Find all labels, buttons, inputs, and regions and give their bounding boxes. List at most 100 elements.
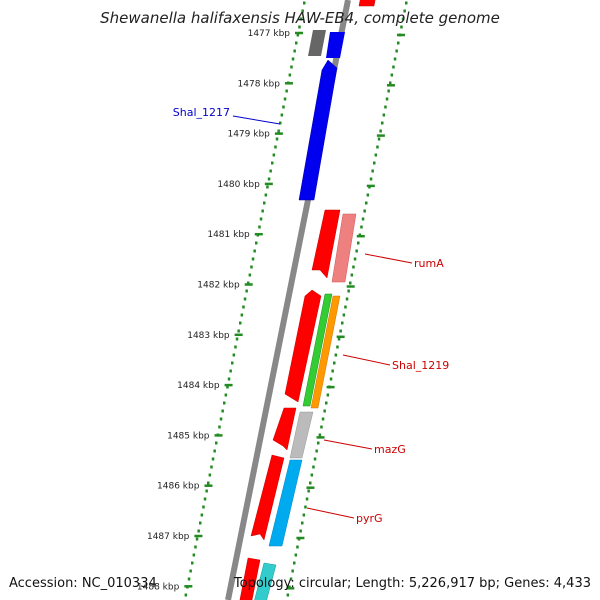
scale-dot	[299, 529, 302, 533]
scale-dot	[205, 489, 208, 493]
scale-dot	[379, 129, 382, 133]
tick-label: 1481 kbp	[207, 230, 250, 240]
scale-dot	[313, 457, 317, 461]
scale-dot	[274, 145, 277, 149]
scale-dot	[307, 489, 310, 493]
scale-dot	[211, 457, 215, 461]
map-layer: 1477 kbp 1478 kbp 1479 kbp 1480 kbp 1481 kbp…	[137, 0, 449, 600]
scale-dot	[248, 273, 252, 277]
label-leader-line	[342, 354, 391, 366]
scale-dot	[403, 9, 406, 13]
scale-dot	[366, 193, 370, 197]
scale-dot	[277, 129, 280, 133]
scale-dot	[353, 257, 357, 261]
scale-dot	[261, 209, 264, 213]
scale-dot	[245, 289, 248, 293]
scale-dot	[240, 313, 244, 317]
scale-dot	[337, 337, 341, 341]
gene-arrow-shal-1219	[310, 295, 341, 409]
scale-dot	[226, 385, 229, 389]
scale-dot	[272, 153, 276, 157]
scale-dot	[293, 561, 296, 565]
scale-dot	[223, 401, 226, 405]
scale-dot	[336, 345, 339, 349]
gene-arrow	[311, 209, 341, 279]
scale-dot	[317, 441, 320, 445]
scale-dot	[269, 169, 272, 173]
scale-dot	[202, 505, 205, 509]
scale-dot	[390, 73, 394, 77]
scale-dot	[219, 417, 223, 421]
scale-dot	[344, 305, 347, 309]
scale-dot	[384, 105, 387, 109]
tick-label: 1480 kbp	[217, 180, 260, 190]
scale-dot	[194, 545, 197, 549]
gene-label: Shal_1217	[173, 106, 230, 119]
scale-dot	[189, 569, 192, 573]
scale-dot	[393, 57, 397, 61]
scale-dot	[295, 41, 298, 45]
map-title: Shewanella halifaxensis HAW-EB4, complet…	[100, 9, 500, 27]
scale-dot	[218, 425, 221, 429]
scale-dot	[405, 1, 408, 5]
scale-dot	[318, 433, 322, 437]
gene-arrow	[250, 454, 285, 541]
scale-dot	[334, 353, 338, 357]
scale-dot	[288, 73, 292, 77]
scale-dot	[296, 545, 299, 549]
scale-dot	[339, 329, 342, 333]
gene-label: mazG	[374, 443, 406, 456]
scale-dot	[210, 465, 213, 469]
scale-dot	[235, 337, 239, 341]
scale-dot	[326, 393, 330, 397]
scale-dot	[250, 265, 253, 269]
scale-dot	[294, 553, 298, 557]
scale-dot	[227, 377, 231, 381]
scale-dot	[215, 441, 218, 445]
scale-dot	[400, 25, 403, 29]
scale-dot	[325, 401, 328, 405]
scale-dot	[271, 161, 274, 165]
scale-dot	[237, 329, 240, 333]
scale-dot	[329, 377, 333, 381]
gene-features	[239, 0, 376, 600]
scale-dot	[387, 89, 390, 93]
scale-dot	[376, 145, 379, 149]
scale-dot	[195, 537, 199, 541]
scale-dot	[267, 177, 271, 181]
scale-dot	[191, 561, 194, 565]
scale-dot	[232, 353, 236, 357]
scale-dot	[377, 137, 381, 141]
label-leader-line	[232, 115, 281, 125]
gene-labels: Shal_1217 rumA Shal_1219 mazG pyrG	[173, 106, 450, 525]
scale-dot	[301, 9, 304, 13]
gene-arrow	[326, 32, 345, 58]
tick-label: 1477 kbp	[248, 29, 291, 39]
scale-dot	[315, 449, 318, 453]
scale-dot	[342, 313, 346, 317]
scale-dot	[371, 169, 374, 173]
scale-dot	[301, 521, 304, 525]
scale-dot	[381, 121, 384, 125]
scale-dot	[221, 409, 224, 413]
scale-dot	[373, 161, 376, 165]
scale-dot	[242, 305, 245, 309]
scale-dot	[224, 393, 228, 397]
scale-dot	[389, 81, 392, 85]
gene-arrow-mazG	[289, 411, 314, 459]
scale-dot	[385, 97, 389, 101]
tick-label: 1486 kbp	[157, 482, 200, 492]
scale-dot	[309, 481, 312, 485]
scale-dot	[333, 361, 336, 365]
tick-label: 1484 kbp	[177, 381, 220, 391]
scale-dot	[187, 577, 191, 581]
gene-arrow	[272, 407, 297, 451]
scale-dot	[401, 17, 405, 21]
gene-label: Shal_1219	[392, 359, 449, 372]
label-leader-line	[323, 439, 373, 450]
scale-dot	[352, 265, 355, 269]
gene-arrow-pyrG	[268, 459, 303, 547]
scale-dot	[243, 297, 247, 301]
scale-dot	[341, 321, 344, 325]
tick-label: 1483 kbp	[187, 331, 230, 341]
